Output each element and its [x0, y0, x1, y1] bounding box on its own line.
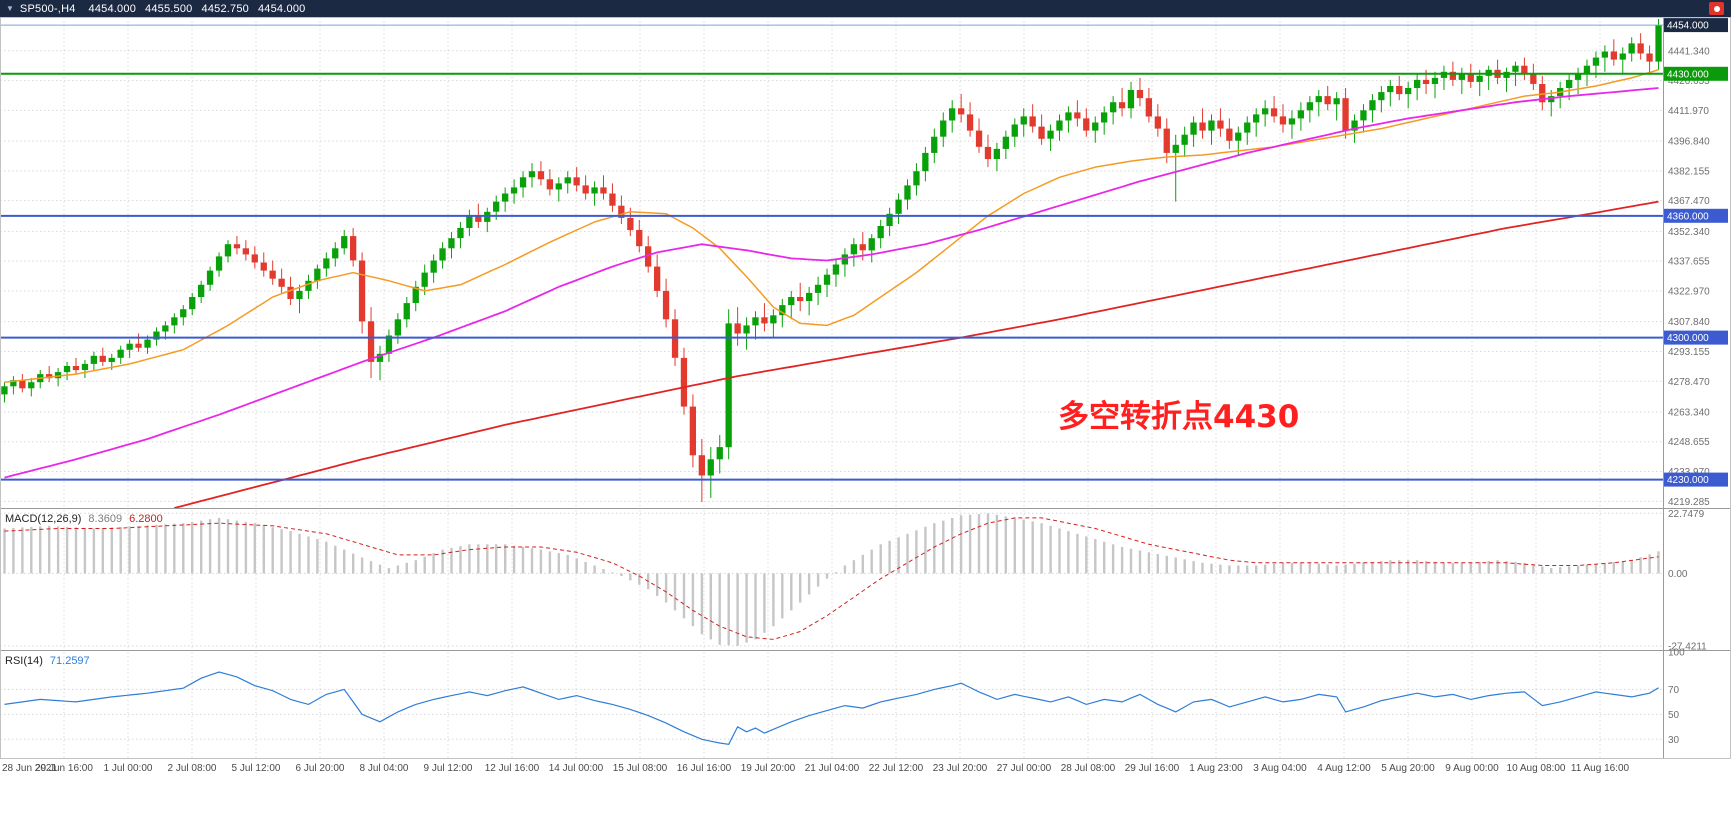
svg-text:4278.470: 4278.470	[1668, 377, 1710, 388]
price-box-4430	[1664, 66, 1728, 81]
price-axis-boxes: 4430.000 4360.000 4300.000 4230.000 4454.000	[1664, 18, 1728, 487]
svg-text:10 Aug 08:00: 10 Aug 08:00	[1507, 763, 1566, 774]
svg-text:4263.340: 4263.340	[1668, 407, 1710, 418]
macd-name-label: MACD(12,26,9)	[5, 513, 82, 525]
svg-text:29 Jun 16:00: 29 Jun 16:00	[35, 763, 93, 774]
svg-text:23 Jul 20:00: 23 Jul 20:00	[933, 763, 988, 774]
svg-text:70: 70	[1668, 685, 1680, 696]
svg-text:8 Jul 04:00: 8 Jul 04:00	[360, 763, 409, 774]
rsi-indicator-label: RSI(14) 71.2597	[5, 655, 97, 667]
svg-text:1 Jul 00:00: 1 Jul 00:00	[104, 763, 153, 774]
macd-signal-line	[4, 517, 1659, 640]
svg-text:4219.285: 4219.285	[1668, 497, 1710, 508]
svg-text:4293.155: 4293.155	[1668, 347, 1710, 358]
svg-text:100: 100	[1668, 648, 1685, 659]
ma-medium-line	[4, 87, 1659, 479]
svg-text:21 Jul 04:00: 21 Jul 04:00	[805, 763, 860, 774]
macd-main-value: 8.3609	[88, 513, 123, 525]
svg-text:5 Aug 20:00: 5 Aug 20:00	[1381, 763, 1435, 774]
svg-text:30: 30	[1668, 735, 1680, 746]
svg-text:6 Jul 20:00: 6 Jul 20:00	[296, 763, 345, 774]
bar-low-value: 4452.750	[201, 2, 249, 15]
svg-text:29 Jul 16:00: 29 Jul 16:00	[1125, 763, 1180, 774]
svg-text:4411.970: 4411.970	[1668, 106, 1709, 117]
svg-text:16 Jul 16:00: 16 Jul 16:00	[677, 763, 732, 774]
svg-text:4300.000: 4300.000	[1667, 333, 1709, 344]
svg-text:4352.340: 4352.340	[1668, 227, 1710, 238]
svg-text:4360.000: 4360.000	[1667, 211, 1709, 222]
macd-indicator-label: MACD(12,26,9) 8.3609 6.2800	[5, 513, 170, 525]
ma-fast-line	[4, 69, 1659, 383]
macd-histogram	[3, 513, 1660, 646]
svg-text:4396.840: 4396.840	[1668, 137, 1710, 148]
svg-text:3 Aug 04:00: 3 Aug 04:00	[1253, 763, 1307, 774]
svg-text:11 Aug 16:00: 11 Aug 16:00	[1571, 763, 1630, 774]
bar-high-value: 4455.500	[145, 2, 193, 15]
bar-open-value: 4454.000	[88, 2, 137, 15]
svg-text:4233.970: 4233.970	[1668, 467, 1710, 478]
svg-text:4367.470: 4367.470	[1668, 196, 1710, 207]
current-price-box	[1664, 18, 1728, 33]
svg-text:4 Aug 12:00: 4 Aug 12:00	[1317, 763, 1371, 774]
ma-slow-line	[174, 200, 1659, 509]
rsi-current-value: 71.2597	[49, 655, 90, 667]
horizontal-level-lines[interactable]	[0, 24, 1663, 481]
svg-text:1 Aug 23:00: 1 Aug 23:00	[1189, 763, 1243, 774]
svg-text:4454.000: 4454.000	[1667, 21, 1709, 32]
notification-badge-icon[interactable]	[1709, 2, 1724, 15]
svg-text:4426.655: 4426.655	[1668, 76, 1710, 87]
svg-text:9 Jul 12:00: 9 Jul 12:00	[424, 763, 473, 774]
price-axis-labels: 4441.340 4426.655 4411.970 4396.840 4382.155…	[1668, 46, 1710, 745]
macd-panel	[0, 512, 1663, 647]
svg-text:4322.970: 4322.970	[1668, 286, 1710, 297]
price-box-4360	[1664, 208, 1728, 223]
annotation-text: 多空转折点4430	[1058, 399, 1300, 435]
svg-text:15 Jul 08:00: 15 Jul 08:00	[613, 763, 668, 774]
rsi-line	[4, 671, 1659, 745]
svg-text:27 Jul 00:00: 27 Jul 00:00	[997, 763, 1052, 774]
svg-text:22.7479: 22.7479	[1668, 509, 1705, 520]
svg-text:0.00: 0.00	[1668, 569, 1688, 580]
chart-titlebar: SP500-,H4 4454.000 4455.500 4452.750 445…	[0, 0, 1731, 17]
macd-signal-value: 6.2800	[129, 513, 163, 525]
svg-text:5 Jul 12:00: 5 Jul 12:00	[232, 763, 281, 774]
rsi-name-label: RSI(14)	[5, 655, 43, 667]
price-box-4300	[1664, 330, 1728, 345]
svg-text:-27.4211: -27.4211	[1668, 641, 1707, 652]
price-box-4230	[1664, 472, 1728, 487]
svg-text:4307.840: 4307.840	[1668, 317, 1710, 328]
chart-expand-icon[interactable]	[6, 4, 14, 13]
svg-text:28 Jul 08:00: 28 Jul 08:00	[1061, 763, 1116, 774]
panel-separators[interactable]	[0, 17, 1731, 759]
candlesticks	[1, 19, 1662, 502]
svg-text:12 Jul 16:00: 12 Jul 16:00	[485, 763, 540, 774]
rsi-panel	[0, 671, 1663, 745]
svg-text:19 Jul 20:00: 19 Jul 20:00	[741, 763, 796, 774]
svg-text:50: 50	[1668, 710, 1680, 721]
chart-region[interactable]: 4441.340 4426.655 4411.970 4396.840 4382.155…	[0, 17, 1731, 840]
svg-text:14 Jul 00:00: 14 Jul 00:00	[549, 763, 604, 774]
price-gridlines	[0, 50, 1663, 502]
svg-text:4430.000: 4430.000	[1667, 69, 1709, 80]
svg-text:4248.655: 4248.655	[1668, 437, 1710, 448]
svg-text:28 Jun 2021: 28 Jun 2021	[2, 763, 57, 774]
svg-text:4382.155: 4382.155	[1668, 166, 1710, 177]
svg-text:4230.000: 4230.000	[1667, 475, 1709, 486]
bar-close-value: 4454.000	[257, 2, 306, 15]
svg-text:9 Aug 00:00: 9 Aug 00:00	[1445, 763, 1499, 774]
svg-text:2 Jul 08:00: 2 Jul 08:00	[168, 763, 217, 774]
symbol-period-label: SP500-,H4	[19, 2, 76, 15]
chart-canvas[interactable]: 4441.340 4426.655 4411.970 4396.840 4382.155…	[0, 17, 1731, 840]
svg-text:4337.655: 4337.655	[1668, 257, 1710, 268]
svg-text:4441.340: 4441.340	[1668, 46, 1710, 57]
svg-text:22 Jul 12:00: 22 Jul 12:00	[869, 763, 924, 774]
